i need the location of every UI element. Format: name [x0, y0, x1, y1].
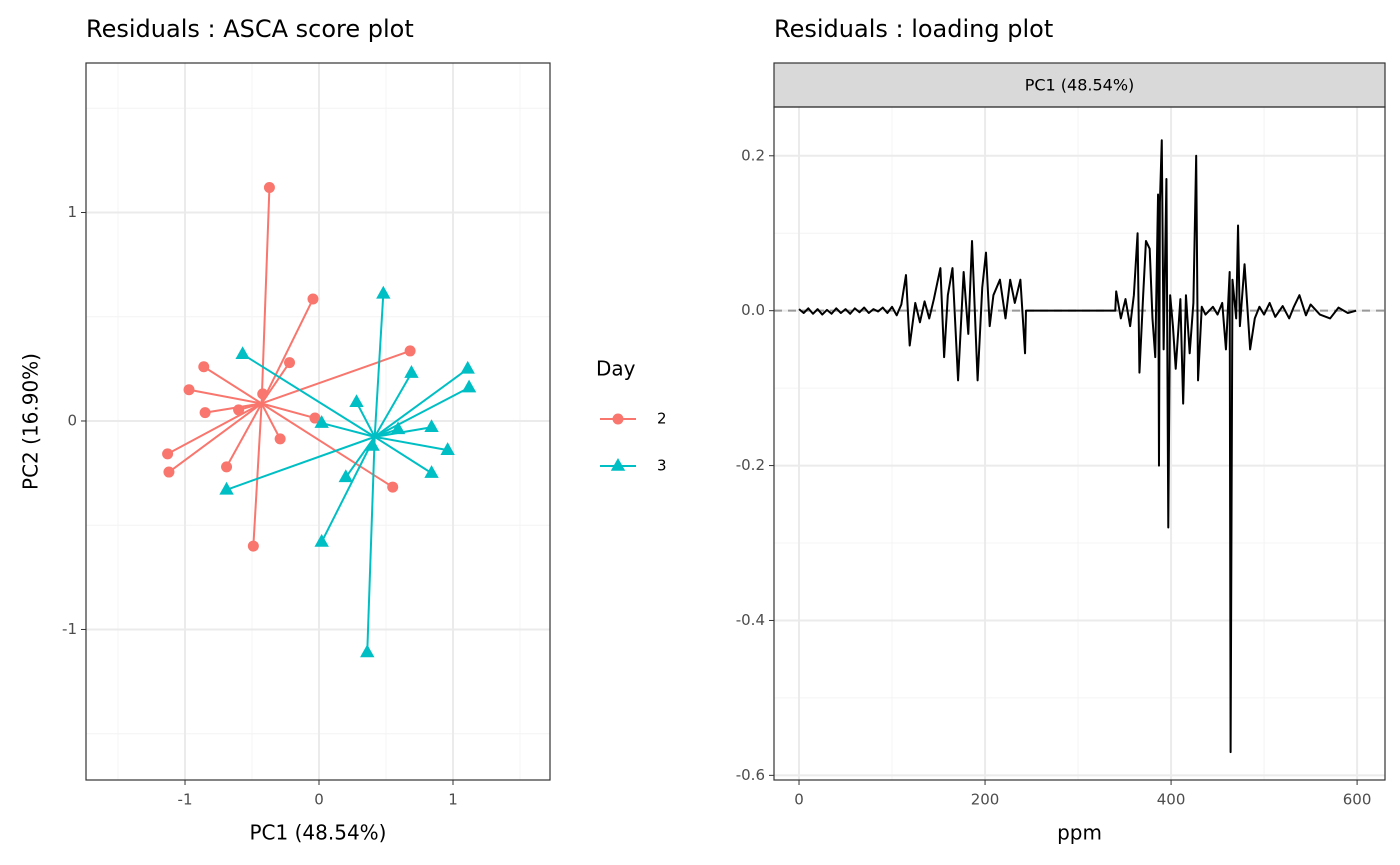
centroid-segment [355, 401, 376, 438]
point [338, 469, 354, 483]
legend-label: 3 [657, 457, 667, 475]
point [460, 360, 475, 374]
centroid-segment [374, 436, 433, 474]
point [360, 644, 375, 658]
plot-area [162, 181, 477, 658]
centroid-segment [320, 436, 376, 543]
point [235, 346, 250, 360]
centroid-segment [321, 422, 375, 438]
y-tick-label: -0.2 [736, 456, 765, 474]
chart-title: Residuals : loading plot [774, 15, 1053, 43]
centroid-segment [373, 293, 385, 437]
panel-border [773, 106, 1386, 781]
point [198, 361, 210, 373]
point [247, 540, 259, 552]
point [233, 404, 245, 416]
centroid-segment [261, 402, 316, 420]
strip-label: PC1 (48.54%) [1025, 76, 1135, 95]
point [365, 437, 380, 451]
point [424, 465, 439, 478]
point [424, 419, 439, 433]
centroid-segment [252, 403, 263, 547]
centroid-segment [260, 403, 282, 440]
point [307, 293, 319, 305]
centroid-segment [260, 298, 314, 404]
point [390, 421, 406, 435]
point [183, 384, 195, 396]
x-axis-title: PC1 (48.54%) [250, 821, 387, 845]
panel [774, 107, 1385, 780]
y-tick-label: -1 [62, 620, 77, 638]
point [221, 461, 233, 473]
y-tick-label: 0.0 [741, 301, 765, 319]
x-tick-label: -1 [178, 791, 193, 809]
point [309, 412, 321, 424]
point [284, 357, 296, 369]
strip [773, 62, 1386, 108]
centroid-segment [225, 403, 263, 468]
centroid-segment [374, 435, 448, 452]
point [257, 388, 269, 400]
centroid-segment [242, 353, 376, 438]
point [199, 407, 211, 419]
x-tick-label: 600 [1343, 791, 1372, 809]
centroid-segment [168, 402, 263, 473]
y-tick-label: -0.6 [736, 766, 765, 784]
y-axis-title: PC2 (16.90%) [19, 353, 43, 490]
legend-marker [610, 458, 626, 471]
point [162, 448, 174, 460]
x-tick-label: 400 [1157, 791, 1186, 809]
panel-border [85, 62, 551, 781]
x-tick-label: 0 [314, 791, 324, 809]
x-tick-label: 1 [448, 791, 458, 809]
legend-title: Day [596, 357, 636, 381]
centroid-segment [261, 349, 411, 405]
point [314, 533, 329, 547]
point [219, 481, 234, 495]
legend-label: 2 [657, 410, 667, 428]
legend-marker [612, 413, 624, 425]
chart-title: Residuals : ASCA score plot [86, 15, 414, 43]
x-tick-label: 200 [971, 791, 1000, 809]
y-tick-label: -0.4 [736, 611, 765, 629]
point [163, 466, 175, 478]
point [440, 442, 455, 455]
point [314, 415, 329, 428]
centroid-segment [204, 402, 262, 414]
point [404, 365, 419, 378]
centroid-segment [261, 402, 394, 488]
x-axis-title: ppm [1057, 821, 1102, 845]
centroid-segment [188, 388, 262, 405]
point [263, 181, 275, 193]
point [376, 285, 391, 299]
centroid-segment [167, 402, 263, 455]
loading-line [798, 139, 1357, 754]
point [274, 433, 286, 445]
point [461, 379, 477, 393]
y-tick-label: 1 [67, 203, 77, 221]
centroid-segment [366, 436, 376, 653]
centroid-segment [374, 368, 469, 438]
centroid-segment [203, 365, 263, 405]
point [387, 481, 399, 493]
point [349, 394, 364, 408]
y-tick-label: 0.2 [741, 146, 765, 164]
centroid-segment [373, 372, 413, 438]
point [404, 345, 416, 357]
y-tick-label: 0 [67, 411, 77, 429]
centroid-segment [226, 435, 376, 491]
centroid-segment [374, 386, 470, 438]
x-tick-label: 0 [794, 791, 804, 809]
